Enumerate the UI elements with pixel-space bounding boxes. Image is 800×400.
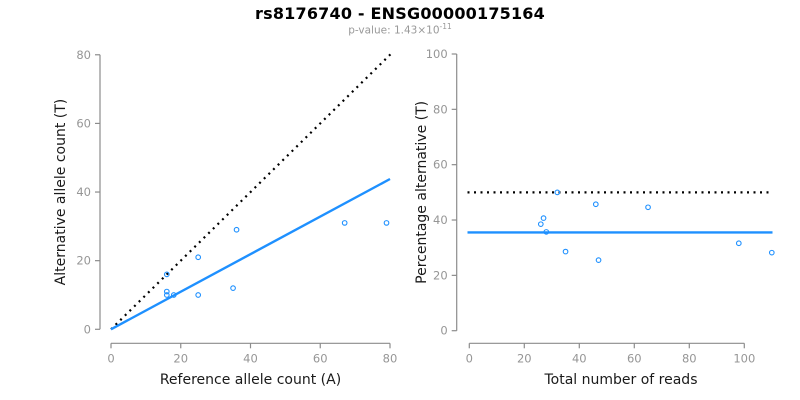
x-tick-label: 80 [383,351,398,365]
y-tick-label: 60 [76,116,91,130]
x-tick-label: 40 [572,351,587,365]
scatter-point [163,288,170,295]
plot-subtitle: p-value: 1.43×10-11 [0,22,800,37]
y-tick-label: 20 [433,268,448,282]
x-tick-label: 0 [466,351,473,365]
scatter-point [163,292,170,298]
scatter-point [595,257,602,263]
x-tick-label: 0 [107,351,114,365]
pvalue-exponent: -11 [439,22,452,31]
y-tick-label: 100 [426,47,448,61]
x-axis-title: Reference allele count (A) [160,372,341,388]
y-tick-label: 80 [76,48,91,62]
x-axis-title: Total number of reads [543,372,697,388]
y-tick-label: 0 [84,322,91,336]
scatter-point [562,248,569,255]
scatter-point [383,220,390,226]
y-tick-label: 40 [76,185,91,199]
y-tick-label: 40 [433,213,448,227]
identity-line [110,52,393,331]
y-tick-label: 80 [433,102,448,116]
scatter-point [645,204,651,211]
scatter-point [195,254,202,261]
x-tick-label: 80 [682,351,697,365]
y-tick-label: 0 [440,324,447,338]
scatter-point [543,229,550,235]
scatter-point [537,221,544,228]
scatter-point [592,201,599,208]
scatter-point [170,292,177,298]
pvalue-text: p-value: 1.43×10 [348,24,440,37]
y-tick-label: 60 [433,158,448,172]
x-tick-label: 20 [173,351,188,365]
scatter-point [163,271,170,278]
fit-line [110,177,391,331]
scatter-point [341,220,348,226]
y-axis-title: Percentage alternative (T) [414,101,430,284]
scatter-point [230,285,236,291]
plot-title: rs8176740 - ENSG00000175164 [255,4,545,23]
y-tick-label: 20 [76,254,91,268]
scatter-point [233,226,240,233]
x-tick-label: 60 [313,351,328,365]
scatter-point [554,189,561,196]
scatter-point [540,215,547,221]
x-tick-label: 60 [627,351,642,365]
x-tick-label: 100 [733,351,755,365]
scatter-point [195,292,202,298]
x-tick-label: 20 [517,351,532,365]
x-tick-label: 40 [243,351,258,365]
scatter-point [735,240,742,247]
y-axis-title: Alternative allele count (T) [53,99,69,286]
scatter-point [768,249,775,256]
